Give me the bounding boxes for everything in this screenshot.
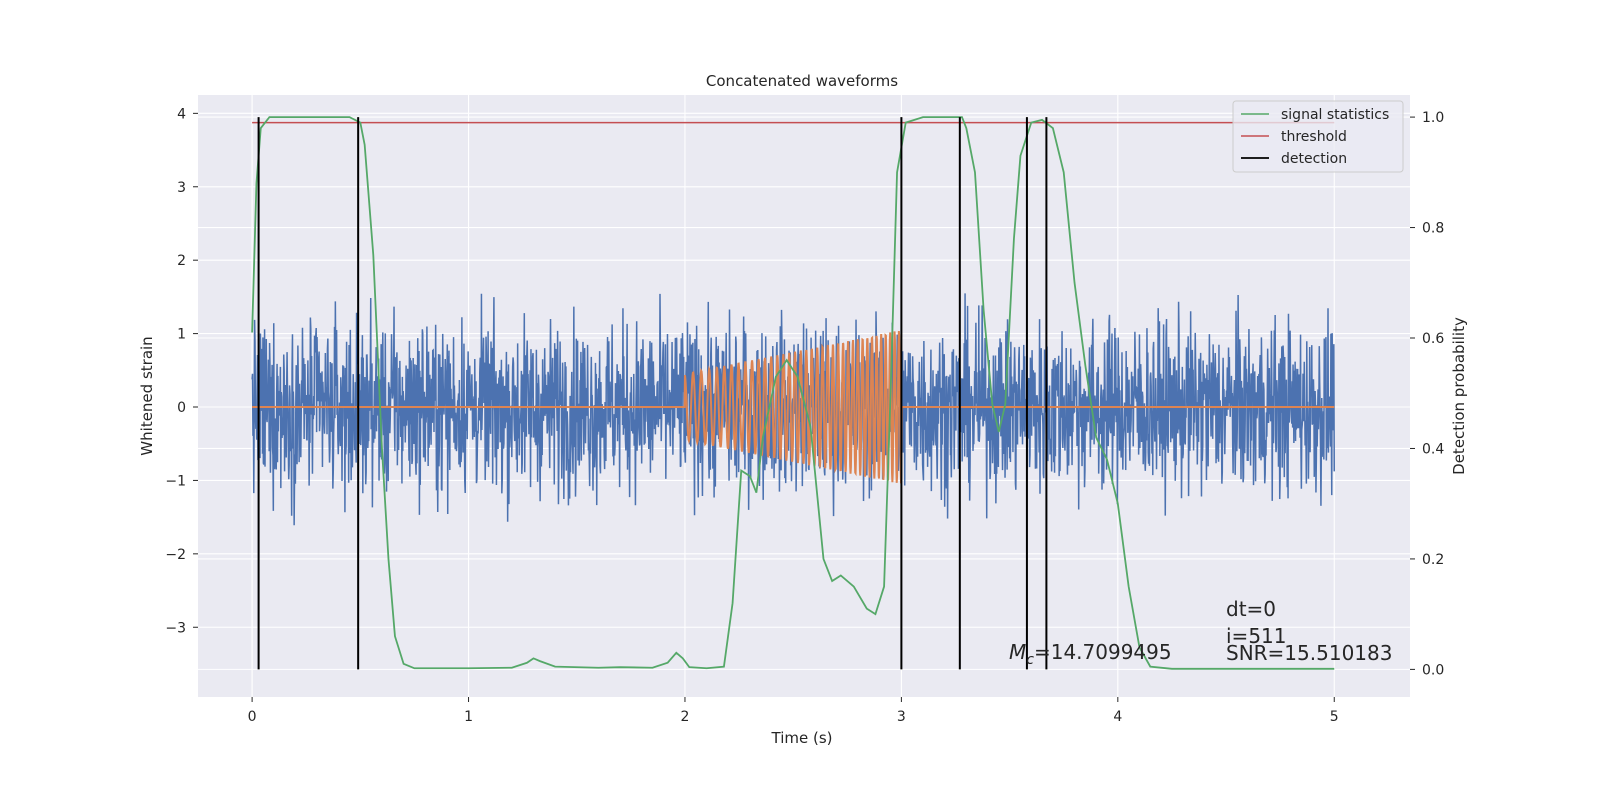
y-right-tick-label: 1.0 (1422, 110, 1444, 126)
y-right-tick-label: 0.4 (1422, 441, 1444, 457)
y-right-tick-label: 0.8 (1422, 221, 1444, 237)
y-axis-right-label: Detection probability (1450, 317, 1468, 475)
legend-label-threshold: threshold (1281, 129, 1347, 145)
annotation-index: i=511 (1226, 624, 1287, 648)
annotation-snr: SNR=15.510183 (1226, 641, 1392, 665)
chirp-mass-symbol: M (1009, 640, 1026, 664)
y-right-tick-label: 0.0 (1422, 662, 1444, 678)
y-tick-label: 0 (177, 400, 186, 416)
x-tick-label: 2 (681, 709, 690, 725)
y-tick-label: 4 (177, 106, 186, 122)
chirp-mass-subscript: c (1026, 652, 1034, 668)
y-tick-label: 2 (177, 253, 186, 269)
chirp-mass-value: =14.7099495 (1034, 640, 1172, 664)
y-tick-label: −1 (165, 473, 186, 489)
legend-box (1232, 100, 1404, 173)
injected-chirp-line (252, 330, 1335, 484)
y-tick-label: 3 (177, 180, 186, 196)
y-right-tick-label: 0.2 (1422, 552, 1444, 568)
y-tick-label: −2 (165, 547, 186, 563)
axes: 0 1 2 3 4 5 4 3 2 1 0 −1 −2 −3 1.0 0.8 0.6 0.4 0.2 0.0 (165, 106, 1444, 725)
y-right-tick-label: 0.6 (1422, 331, 1444, 347)
annotations: dt=0 i=511 SNR=15.510183 Mc=14.7099495 (1009, 597, 1392, 668)
x-tick-label: 4 (1113, 709, 1122, 725)
x-tick-label: 5 (1330, 709, 1339, 725)
x-tick-label: 1 (464, 709, 473, 725)
legend-label-signal-statistics: signal statistics (1281, 107, 1389, 123)
x-tick-label: 3 (897, 709, 906, 725)
chart-title: Concatenated waveforms (706, 72, 898, 90)
annotation-chirp-mass: Mc=14.7099495 (1009, 640, 1172, 668)
annotation-dt: dt=0 (1226, 597, 1276, 621)
x-tick-label: 0 (248, 709, 257, 725)
series-injected-chirp (252, 330, 1335, 484)
series-detections (257, 117, 1048, 670)
signal-statistics-line (251, 116, 1335, 670)
y-tick-label: −3 (165, 620, 186, 636)
legend-label-detection: detection (1281, 151, 1347, 167)
x-axis-label: Time (s) (771, 729, 833, 747)
legend: signal statistics threshold detection (1232, 100, 1404, 173)
y-tick-label: 1 (177, 327, 186, 343)
y-axis-label: Whitened strain (138, 336, 156, 455)
series-signal-statistics (251, 116, 1335, 670)
